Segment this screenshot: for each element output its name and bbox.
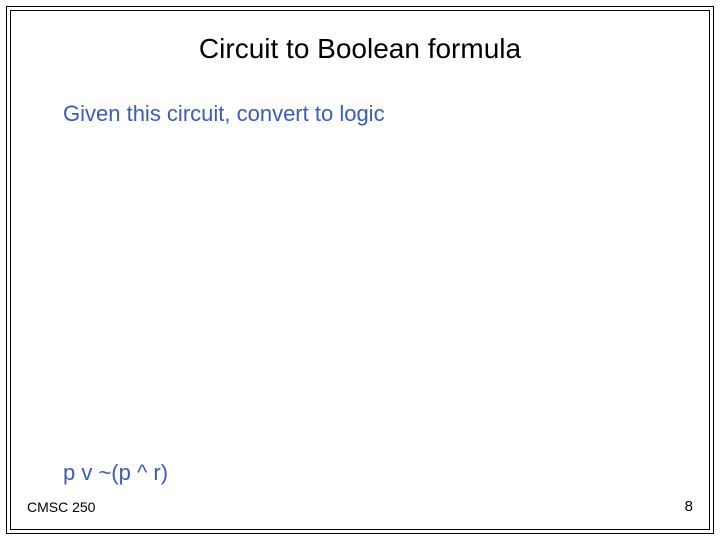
inner-border: Circuit to Boolean formula Given this ci… xyxy=(10,10,710,530)
slide-subtitle: Given this circuit, convert to logic xyxy=(63,101,661,127)
footer-course-code: CMSC 250 xyxy=(27,499,95,515)
boolean-formula: p v ~(p ^ r) xyxy=(63,460,661,486)
outer-border: Circuit to Boolean formula Given this ci… xyxy=(6,6,714,534)
slide-footer: CMSC 250 8 xyxy=(27,498,693,515)
content-spacer xyxy=(59,127,661,460)
slide-title: Circuit to Boolean formula xyxy=(59,33,661,65)
footer-page-number: 8 xyxy=(685,498,693,515)
